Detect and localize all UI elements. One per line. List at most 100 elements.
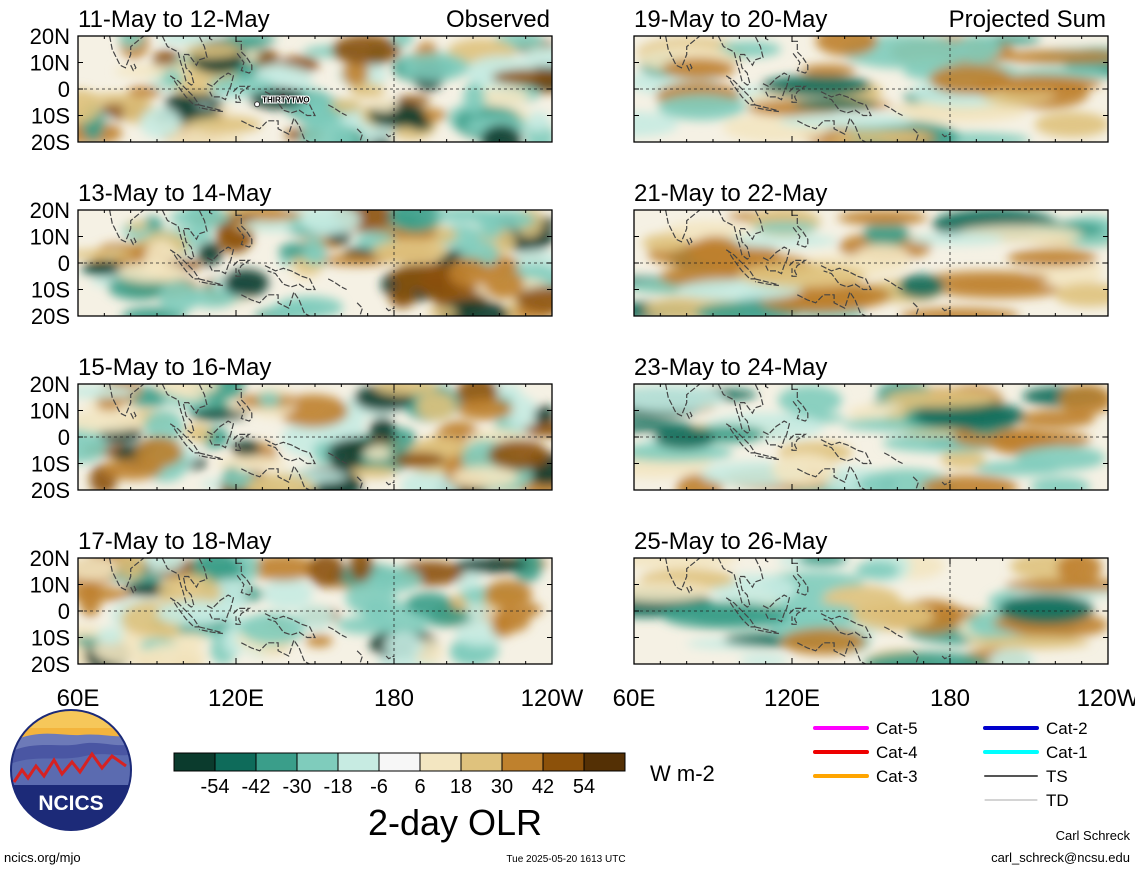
coastlines — [109, 558, 395, 664]
legend-label: Cat-3 — [876, 767, 918, 786]
colorbar-swatch — [255, 752, 298, 772]
lat-tick-label: 10S — [31, 278, 70, 303]
legend-label: TS — [1046, 767, 1068, 786]
legend-label: Cat-1 — [1046, 743, 1088, 762]
colorbar-swatch — [337, 752, 380, 772]
lon-tick-label: 120W — [521, 685, 584, 712]
legend-label: Cat-4 — [876, 743, 918, 762]
colorbar-swatch — [583, 752, 626, 772]
storm-marker: THIRTYTWO — [254, 94, 311, 108]
olr-anomaly-field — [78, 558, 548, 664]
lat-tick-label: 20N — [30, 24, 70, 49]
olr-anomaly-field — [634, 384, 1108, 490]
track-legend: Cat-5 Cat-4 Cat-3 Cat-2 Cat-1 TS TD — [813, 719, 1088, 810]
olr-anomaly-field — [78, 36, 552, 142]
map-title: 13-May to 14-May — [78, 180, 271, 207]
lat-tick-label: 0 — [58, 251, 70, 276]
colorbar-tick-label: 18 — [450, 776, 472, 798]
lon-tick-label: 180 — [374, 685, 414, 712]
colorbar-swatch — [378, 752, 421, 772]
colorbar-tick-label: 42 — [532, 776, 554, 798]
logo-text: NCICS — [38, 792, 103, 815]
map-title: 15-May to 16-May — [78, 354, 271, 381]
coastlines — [665, 558, 951, 664]
lat-tick-label: 10S — [31, 452, 70, 477]
projected-panel-label: Projected Sum — [949, 6, 1106, 33]
lon-tick-label: 60E — [613, 685, 656, 712]
colorbar-tick-label: 30 — [491, 776, 513, 798]
colorbar-tick-label: -30 — [283, 776, 312, 798]
coastlines — [109, 384, 395, 490]
coastlines — [665, 36, 951, 142]
colorbar-swatch — [419, 752, 462, 772]
storm-label: THIRTYTWO — [262, 95, 310, 104]
lat-tick-label: 20S — [31, 478, 70, 503]
lat-tick-label: 0 — [58, 77, 70, 102]
colorbar-tick-label: -6 — [370, 776, 388, 798]
colorbar-tick-label: 6 — [414, 776, 425, 798]
lat-tick-label: 10N — [30, 399, 70, 424]
lon-tick-label: 180 — [930, 685, 970, 712]
projected-map-2: 21-May to 22-May — [633, 180, 1109, 317]
map-title: 19-May to 20-May — [634, 6, 827, 33]
coastlines — [109, 36, 395, 142]
lat-tick-label: 10S — [31, 626, 70, 651]
projected-map-1: 19-May to 20-May — [633, 6, 1109, 143]
site-url: ncics.org/mjo — [4, 850, 81, 865]
units-label: W m-2 — [650, 761, 715, 786]
olr-anomaly-field — [78, 210, 552, 316]
lon-tick-label: 120E — [208, 685, 264, 712]
observed-map-2: 13-May to 14-May — [77, 180, 553, 317]
lat-tick-label: 10N — [30, 51, 70, 76]
lat-tick-label: 0 — [58, 425, 70, 450]
colorbar-tick-label: -42 — [242, 776, 271, 798]
projected-map-4: 25-May to 26-May — [633, 528, 1109, 665]
map-title: 17-May to 18-May — [78, 528, 271, 555]
colorbar-swatch — [501, 752, 544, 772]
author-email: carl_schreck@ncsu.edu — [991, 850, 1130, 865]
colorbar-swatch — [460, 752, 503, 772]
coastlines — [665, 384, 951, 490]
legend-label: Cat-5 — [876, 719, 918, 738]
legend-label: TD — [1046, 791, 1069, 810]
map-title: 11-May to 12-May — [78, 6, 270, 33]
lat-tick-label: 20S — [31, 304, 70, 329]
colorbar: -54 -42 -30 -18 -6 6 18 30 42 54 — [173, 752, 626, 798]
lon-tick-label: 120W — [1077, 685, 1135, 712]
figure-title: 2-day OLR — [368, 802, 542, 843]
colorbar-swatch — [173, 752, 216, 772]
olr-anomaly-field — [634, 210, 1108, 316]
colorbar-swatch — [214, 752, 257, 772]
lat-tick-label: 20N — [30, 372, 70, 397]
map-title: 23-May to 24-May — [634, 354, 827, 381]
colorbar-swatch — [542, 752, 585, 772]
olr-anomaly-field — [78, 384, 552, 490]
colorbar-tick-label: 54 — [573, 776, 595, 798]
coastlines — [109, 210, 395, 316]
map-title: 21-May to 22-May — [634, 180, 827, 207]
ncics-logo: NCICS — [10, 709, 132, 831]
colorbar-tick-label: -54 — [201, 776, 230, 798]
legend-label: Cat-2 — [1046, 719, 1088, 738]
lat-tick-label: 20N — [30, 546, 70, 571]
lat-tick-label: 20S — [31, 652, 70, 677]
observed-map-3: 15-May to 16-May — [77, 354, 553, 491]
lat-tick-label: 10N — [30, 225, 70, 250]
lon-tick-label: 120E — [764, 685, 820, 712]
author-name: Carl Schreck — [1056, 828, 1131, 843]
map-title: 25-May to 26-May — [634, 528, 827, 555]
colorbar-swatch — [296, 752, 339, 772]
lon-tick-label: 60E — [57, 685, 100, 712]
olr-anomaly-field — [634, 558, 1108, 664]
colorbar-tick-label: -18 — [324, 776, 353, 798]
lat-tick-label: 20S — [31, 130, 70, 155]
lat-tick-label: 20N — [30, 198, 70, 223]
projected-map-3: 23-May to 24-May — [633, 354, 1109, 491]
lat-tick-label: 10N — [30, 573, 70, 598]
lat-tick-label: 0 — [58, 599, 70, 624]
observed-map-1: THIRTYTWO 11-May to 12-May — [77, 6, 553, 143]
timestamp: Tue 2025-05-20 1613 UTC — [506, 854, 625, 865]
lat-tick-label: 10S — [31, 104, 70, 129]
observed-panel-label: Observed — [446, 6, 550, 33]
